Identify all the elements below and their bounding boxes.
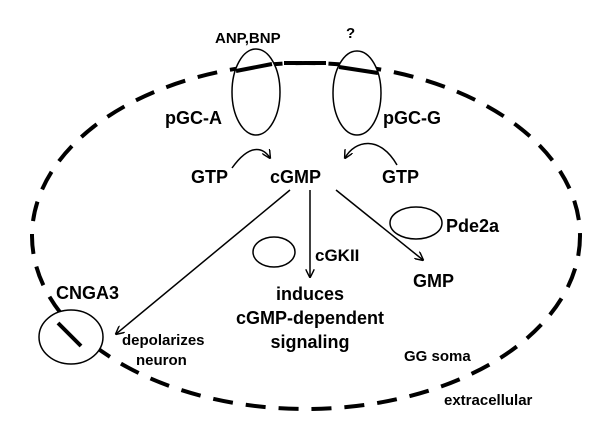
label-induces: induces [276,284,344,304]
membrane-segment-cnga3 [56,321,83,348]
pde2a-oval [389,206,443,240]
label-neuron: neuron [136,352,187,369]
label-pgc-a: pGC-A [165,108,222,128]
label-pde2a: Pde2a [446,216,500,236]
arrow-gtp-to-cgmp-right [345,142,398,166]
label-anp-bnp: ANP,BNP [215,30,281,47]
label-pgc-g: pGC-G [383,108,441,128]
arrow-cgmp-to-cnga3 [116,189,291,334]
label-gmp: GMP [413,271,454,291]
label-cnga3: CNGA3 [56,283,119,303]
label-gg-soma: GG soma [404,348,471,365]
membrane-segment-pgc-a [235,62,273,73]
label-cgmp: cGMP [270,167,321,187]
membrane-segment-pgc-g [338,65,379,75]
arrow-cgmp-to-gmp [335,189,423,260]
arrow-gtp-to-cgmp-left [231,150,270,169]
receptor-pgc-a [231,48,281,136]
label-gtp-right: GTP [382,167,419,187]
label-extracellular: extracellular [444,392,533,409]
label-gtp-left: GTP [191,167,228,187]
label-unknown-ligand: ? [346,25,355,42]
receptor-pgc-g [332,50,382,136]
label-signaling: signaling [270,332,349,352]
label-depolarizes: depolarizes [122,332,205,349]
cell-membrane [30,61,582,411]
cgkii-oval [252,236,296,268]
label-cgkii: cGKII [315,246,359,265]
label-cgmp-dependent: cGMP-dependent [236,308,384,328]
